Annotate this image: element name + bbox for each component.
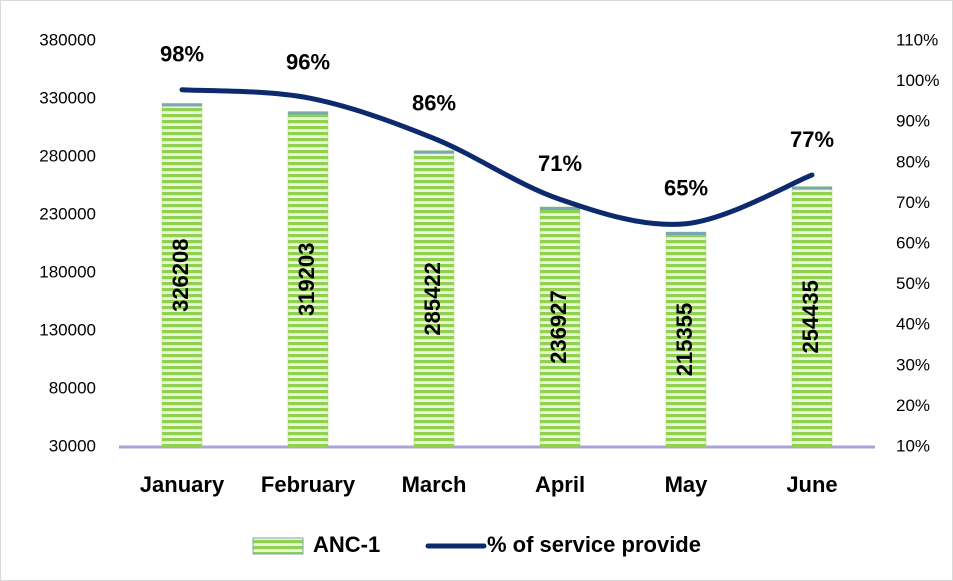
y-tick-label: 280000 — [39, 146, 96, 165]
y2-tick-label: 30% — [896, 355, 930, 374]
y2-tick-label: 90% — [896, 112, 930, 131]
line — [179, 87, 815, 227]
y-tick-label: 130000 — [39, 320, 96, 339]
y-tick-label: 330000 — [39, 88, 96, 107]
bar-value-label: 236927 — [546, 290, 571, 363]
y2-tick-label: 110% — [896, 30, 938, 49]
bar — [665, 231, 707, 448]
bar-cap — [288, 111, 328, 115]
y2-tick-label: 80% — [896, 152, 930, 171]
x-tick-label: May — [665, 472, 709, 497]
y2-tick-label: 40% — [896, 315, 930, 334]
y-tick-label: 180000 — [39, 262, 96, 281]
bar-value-label: 319203 — [294, 243, 319, 316]
x-tick-label: January — [140, 472, 225, 497]
bar — [791, 186, 833, 448]
bar-cap — [414, 150, 454, 154]
y-tick-label: 30000 — [49, 436, 96, 455]
bar-cap — [162, 103, 202, 107]
bar-cap — [666, 231, 706, 235]
legend-label: % of service provide — [487, 532, 701, 557]
line-value-label: 86% — [412, 90, 456, 115]
bar-value-label: 326208 — [168, 238, 193, 311]
y-tick-label: 230000 — [39, 204, 96, 223]
x-tick-label: March — [402, 472, 467, 497]
x-tick-label: February — [261, 472, 356, 497]
y2-tick-label: 20% — [896, 396, 930, 415]
bar — [413, 150, 455, 448]
bar-value-label: 215355 — [672, 303, 697, 376]
line-value-label: 77% — [790, 127, 834, 152]
line-value-label: 96% — [286, 50, 330, 75]
y2-tick-label: 70% — [896, 193, 930, 212]
line-value-label: 65% — [664, 176, 708, 201]
line-value-label: 98% — [160, 42, 204, 67]
legend-swatch — [252, 537, 304, 555]
y2-tick-label: 60% — [896, 233, 930, 252]
y-tick-label: 80000 — [49, 378, 96, 397]
bar-cap — [792, 186, 832, 190]
legend-label: ANC-1 — [313, 532, 380, 557]
x-tick-label: June — [786, 472, 837, 497]
line-value-label: 71% — [538, 151, 582, 176]
y2-tick-label: 50% — [896, 274, 930, 293]
bar-value-label: 254435 — [798, 280, 823, 353]
y2-tick-label: 100% — [896, 71, 939, 90]
bar — [161, 102, 203, 448]
y2-tick-label: 10% — [896, 436, 930, 455]
x-tick-label: April — [535, 472, 585, 497]
bar-value-label: 285422 — [420, 262, 445, 335]
bar — [539, 206, 581, 448]
bar-cap — [540, 206, 580, 210]
y-tick-label: 380000 — [39, 30, 96, 49]
